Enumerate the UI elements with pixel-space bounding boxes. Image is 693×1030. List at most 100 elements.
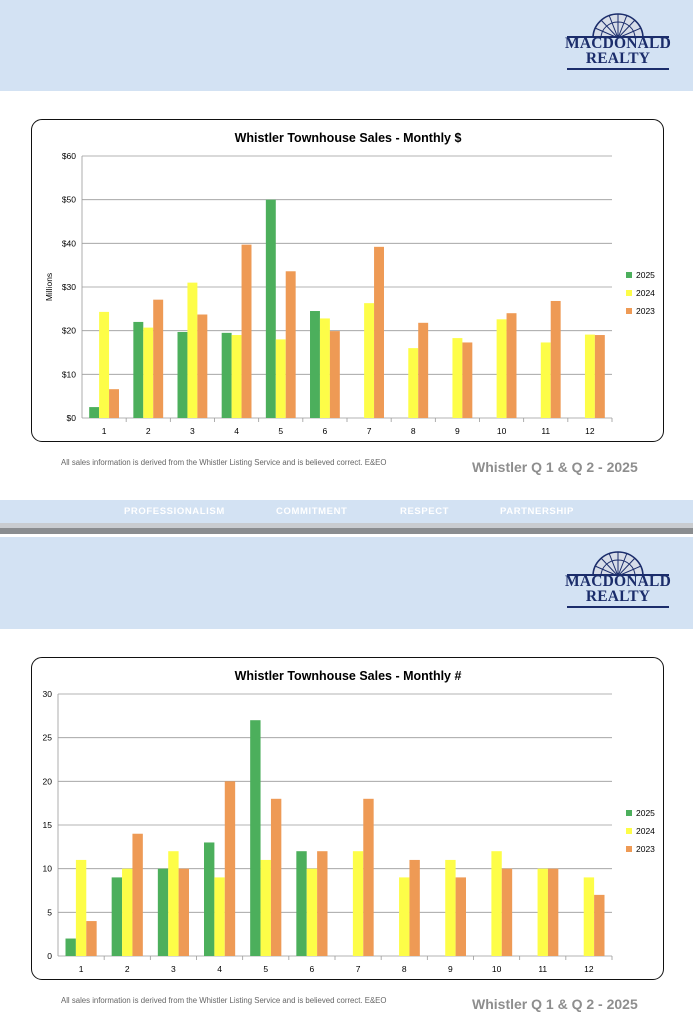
y-tick-label: 25 — [43, 733, 53, 743]
y-tick-label: 5 — [47, 907, 52, 917]
x-tick-label: 4 — [234, 426, 239, 436]
bar-2024 — [445, 859, 456, 956]
bar-2023 — [224, 781, 236, 956]
bar-2024 — [187, 282, 198, 418]
x-tick-label: 10 — [497, 426, 507, 436]
y-tick-label: 10 — [43, 864, 53, 874]
footer-value-professionalism: PROFESSIONALISM — [124, 506, 225, 517]
sunburst-icon — [592, 13, 644, 38]
bar-2024 — [75, 859, 87, 956]
footer-value-commitment: COMMITMENT — [276, 506, 348, 517]
y-axis-label: Millions — [44, 273, 54, 301]
bar-2023 — [374, 246, 384, 418]
x-tick-label: 5 — [278, 426, 283, 436]
bar-2024 — [399, 877, 410, 956]
page-divider — [0, 528, 693, 534]
bar-2024 — [99, 311, 110, 418]
disclaimer-note: All sales information is derived from th… — [61, 458, 387, 467]
bar-2023 — [409, 859, 420, 956]
bar-chart-svg: Whistler Townhouse Sales - Monthly $ $0 $1… — [44, 131, 655, 436]
x-tick-label: 12 — [584, 964, 594, 974]
legend-label: 2024 — [636, 288, 655, 298]
bar-2024 — [537, 868, 548, 956]
bar-2023 — [506, 313, 517, 418]
y-tick-label: $20 — [62, 326, 76, 336]
bar-2023 — [109, 389, 119, 418]
page-divider — [0, 523, 693, 528]
bar-2025 — [133, 321, 144, 418]
footer-band — [0, 500, 693, 523]
x-tick-label: 8 — [402, 964, 407, 974]
brand-name-line1: MACDONALD — [565, 573, 671, 590]
bar-2023 — [197, 314, 208, 418]
bar-2024 — [496, 319, 507, 418]
y-tick-label: $10 — [62, 369, 76, 379]
x-tick-label: 6 — [323, 426, 328, 436]
bar-2024 — [143, 327, 154, 418]
x-tick-label: 12 — [585, 426, 595, 436]
legend-label: 2025 — [636, 808, 655, 818]
bar-2024 — [452, 338, 463, 418]
y-tick-label: $60 — [62, 151, 76, 161]
footer-values: PROFESSIONALISM COMMITMENT RESPECT PARTN… — [0, 500, 693, 523]
x-tick-label: 1 — [102, 426, 107, 436]
legend-swatch-2024 — [626, 828, 632, 834]
bar-2024 — [408, 348, 419, 418]
bar-2024 — [583, 877, 595, 956]
bar-2024 — [540, 342, 551, 418]
bar-2025 — [221, 332, 232, 418]
x-tick-label: 6 — [310, 964, 315, 974]
brand-name-line2: REALTY — [585, 588, 651, 605]
brand-name-line1: MACDONALD — [565, 35, 671, 52]
bar-2024 — [306, 868, 318, 956]
quarter-label: Whistler Q 1 & Q 2 - 2025 — [472, 459, 638, 475]
logo-rule — [567, 68, 669, 70]
monthly-dollar-chart: Whistler Townhouse Sales - Monthly $ $0 $1… — [31, 119, 664, 442]
x-tick-label: 8 — [411, 426, 416, 436]
y-tick-label: $50 — [62, 195, 76, 205]
bar-2025 — [177, 331, 188, 418]
bar-2024 — [352, 851, 364, 956]
bar-2024 — [275, 339, 286, 418]
bar-2023 — [270, 798, 282, 956]
chart-title: Whistler Townhouse Sales - Monthly $ — [235, 131, 462, 145]
bar-2024 — [491, 851, 502, 956]
brand-logo: MACDONALD REALTY — [563, 550, 673, 610]
legend-swatch-2023 — [626, 308, 632, 314]
legend-swatch-2023 — [626, 846, 632, 852]
bar-2023 — [241, 244, 252, 418]
bar-2025 — [310, 311, 320, 418]
y-tick-label: 30 — [43, 689, 53, 699]
footer-value-partnership: PARTNERSHIP — [500, 506, 574, 517]
x-tick-label: 9 — [455, 426, 460, 436]
bar-2023 — [501, 868, 513, 956]
header-band — [0, 0, 693, 91]
x-tick-label: 3 — [171, 964, 176, 974]
quarter-label: Whistler Q 1 & Q 2 - 2025 — [472, 996, 638, 1012]
x-tick-label: 7 — [367, 426, 372, 436]
x-tick-label: 9 — [448, 964, 453, 974]
bar-2024 — [122, 868, 133, 956]
header-band — [0, 537, 693, 629]
bar-chart-svg: Whistler Townhouse Sales - Monthly # 0 5 10… — [43, 669, 656, 974]
x-tick-label: 3 — [190, 426, 195, 436]
bar-2023 — [418, 322, 429, 418]
x-tick-label: 11 — [538, 964, 547, 974]
bar-2023 — [132, 833, 143, 956]
legend-swatch-2024 — [626, 290, 632, 296]
y-tick-label: 20 — [43, 776, 53, 786]
bar-2025 — [265, 199, 276, 418]
bar-2024 — [231, 335, 242, 418]
y-tick-label: 15 — [43, 820, 53, 830]
bar-2023 — [317, 851, 328, 956]
logo-rule — [567, 574, 669, 576]
bar-2024 — [260, 859, 271, 956]
bar-2023 — [462, 342, 473, 418]
bar-2023 — [178, 868, 189, 956]
bar-2024 — [168, 851, 179, 956]
disclaimer-note: All sales information is derived from th… — [61, 996, 387, 1005]
bar-2025 — [89, 407, 100, 418]
bar-2024 — [584, 334, 595, 418]
monthly-count-chart: Whistler Townhouse Sales - Monthly # 0 5 10… — [31, 657, 664, 980]
bar-2023 — [285, 271, 296, 418]
